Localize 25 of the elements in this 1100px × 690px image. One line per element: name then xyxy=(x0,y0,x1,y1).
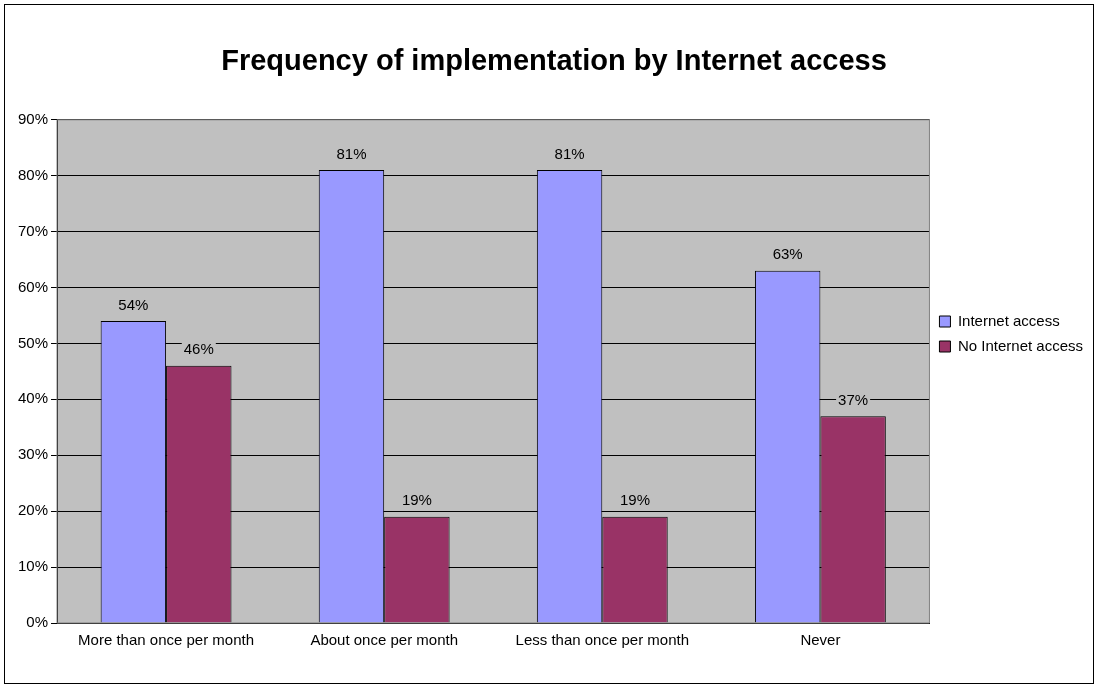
x-tick-label: Never xyxy=(800,631,841,649)
x-tick-label: Less than once per month xyxy=(515,631,690,649)
x-tick-label: More than once per month xyxy=(78,631,255,649)
x-tick-label: About once per month xyxy=(310,631,458,649)
data-label: 81% xyxy=(336,144,367,162)
legend-label: No Internet access xyxy=(957,336,1083,354)
y-tick-label: 40% xyxy=(17,389,49,407)
y-tick-label: 20% xyxy=(17,501,49,519)
y-tick-label: 60% xyxy=(17,277,49,295)
data-label: 54% xyxy=(118,295,149,313)
chart-title: Frequency of implementation by Internet access xyxy=(221,44,887,77)
y-tick-label: 90% xyxy=(17,109,49,127)
data-label: 81% xyxy=(554,144,585,162)
y-tick-label: 10% xyxy=(17,557,49,575)
data-label: 19% xyxy=(619,491,651,509)
y-tick-label: 50% xyxy=(17,333,49,351)
y-tick-label: 80% xyxy=(17,165,49,183)
data-label: 63% xyxy=(772,245,803,263)
y-tick-label: 30% xyxy=(17,445,49,463)
y-tick-label: 0% xyxy=(26,613,49,631)
data-label: 46% xyxy=(183,340,214,358)
y-tick-label: 70% xyxy=(17,221,49,239)
data-label: 37% xyxy=(838,390,869,408)
data-label: 19% xyxy=(401,491,432,509)
legend-label: Internet access xyxy=(957,311,1060,329)
